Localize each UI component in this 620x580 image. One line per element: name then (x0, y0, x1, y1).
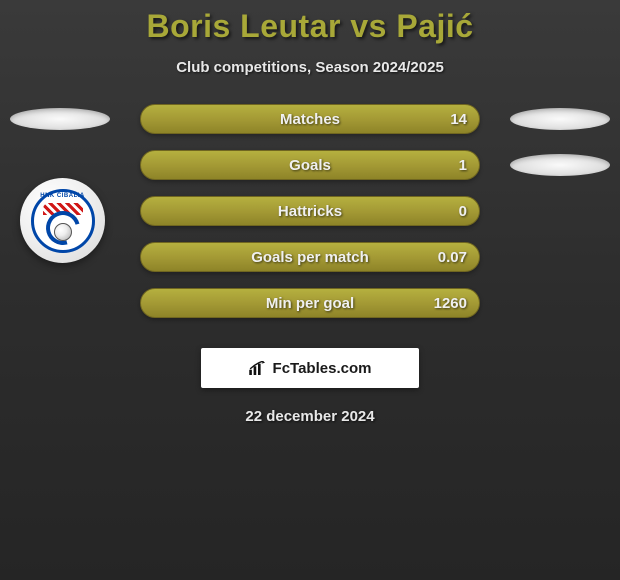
stat-value: 1 (459, 157, 467, 174)
stat-row: Matches 14 (0, 104, 620, 150)
stat-bar: Goals 1 (140, 150, 480, 180)
club-badge-graphic: HNK CIBALIA (31, 189, 95, 253)
player-oval-right (510, 154, 610, 176)
date-text: 22 december 2024 (0, 408, 620, 425)
stat-value: 14 (450, 111, 467, 128)
stat-value: 1260 (434, 295, 467, 312)
stat-bar: Hattricks 0 (140, 196, 480, 226)
stat-label: Min per goal (266, 295, 354, 312)
stat-label: Hattricks (278, 203, 342, 220)
footer-brand-box[interactable]: FcTables.com (201, 348, 419, 388)
stat-value: 0 (459, 203, 467, 220)
badge-ring-text: HNK CIBALIA (31, 193, 95, 199)
stat-value: 0.07 (438, 249, 467, 266)
page-title: Boris Leutar vs Pajić (0, 8, 620, 45)
stat-label: Goals (289, 157, 331, 174)
club-badge-left: HNK CIBALIA (20, 178, 105, 263)
player-oval-left (10, 108, 110, 130)
subtitle: Club competitions, Season 2024/2025 (0, 59, 620, 76)
stat-label: Goals per match (251, 249, 369, 266)
footer-brand-text: FcTables.com (273, 360, 372, 377)
stat-label: Matches (280, 111, 340, 128)
stat-bar: Min per goal 1260 (140, 288, 480, 318)
stat-bar: Goals per match 0.07 (140, 242, 480, 272)
stat-bar: Matches 14 (140, 104, 480, 134)
comparison-card: Boris Leutar vs Pajić Club competitions,… (0, 0, 620, 425)
chart-icon (249, 361, 267, 375)
stat-row: Min per goal 1260 (0, 288, 620, 334)
player-oval-right (510, 108, 610, 130)
